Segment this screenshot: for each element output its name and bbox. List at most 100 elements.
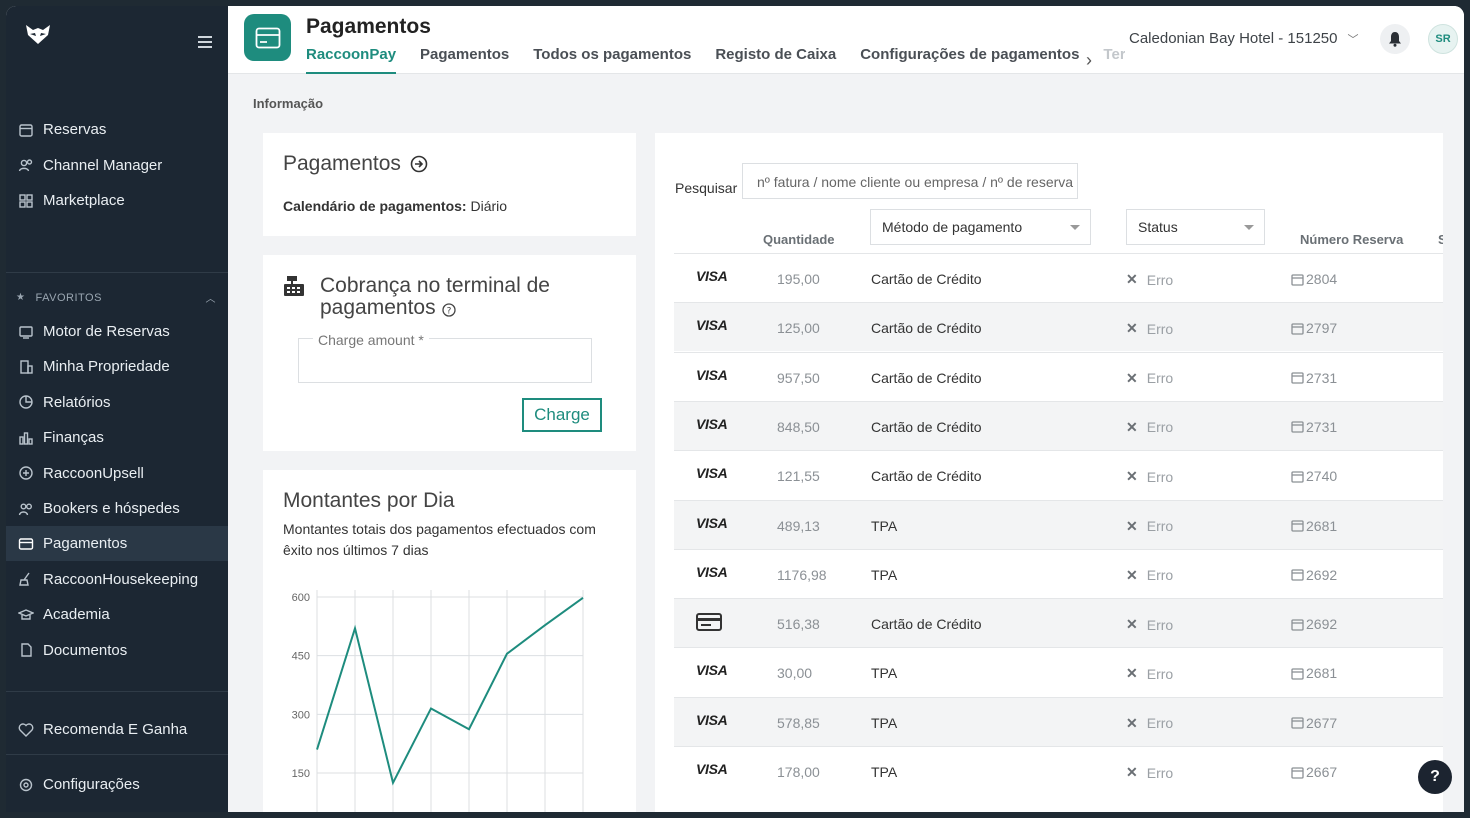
reservation-number: 2667 [1306, 764, 1338, 780]
charge-amount-field[interactable] [298, 338, 592, 383]
tab-raccoonpay[interactable]: RaccoonPay [306, 46, 397, 74]
search-label: Pesquisar [675, 180, 738, 196]
hotel-selector[interactable]: Caledonian Bay Hotel - 151250 ﹀ [1129, 30, 1358, 47]
reservation-cell[interactable]: 2681 [1291, 518, 1337, 534]
sidebar-item-label: RaccoonHousekeeping [43, 570, 199, 588]
status-text: Erro [1146, 271, 1174, 288]
calendar-label: Calendário de pagamentos: [283, 198, 467, 214]
method-cell: TPA [871, 665, 898, 682]
sidebar-item-academia[interactable]: Academia [6, 597, 228, 632]
sidebar-item-minha-propriedade[interactable]: Minha Propriedade [6, 349, 228, 384]
table-row[interactable]: VISA 578,85 TPA ✕ Erro 2677 [674, 696, 1443, 746]
error-x-icon: ✕ [1126, 320, 1138, 337]
tab-bar: RaccoonPay Pagamentos Todos os pagamento… [306, 46, 1135, 74]
amount-cell: 516,38 [777, 616, 820, 633]
status-text: Erro [1146, 518, 1174, 534]
sidebar-item-recommend[interactable]: Recomenda E Ganha [6, 712, 228, 747]
bar-chart-icon [17, 429, 35, 447]
error-x-icon: ✕ [1126, 271, 1138, 287]
reservation-cell[interactable]: 2681 [1291, 665, 1337, 681]
app-window: Reservas Channel Manager Marketplace ★ FAV… [6, 6, 1464, 812]
method-cell: Cartão de Crédito [871, 616, 982, 633]
reservation-cell[interactable]: 2667 [1291, 764, 1337, 780]
sidebar-item-pagamentos[interactable]: Pagamentos [6, 526, 228, 562]
table-row[interactable]: VISA 848,50 Cartão de Crédito ✕ Erro 2731 [674, 400, 1443, 450]
sidebar-item-label: Finanças [43, 429, 104, 447]
reservation-cell[interactable]: 2692 [1291, 567, 1337, 583]
table-row[interactable]: VISA 489,13 TPA ✕ Erro 2681 [674, 499, 1443, 549]
tab-pagamentos[interactable]: Pagamentos [420, 46, 510, 63]
header-amount[interactable]: Quantidade [763, 232, 835, 247]
sidebar-item-settings[interactable]: Configurações [6, 767, 228, 802]
sidebar-item-reservas[interactable]: Reservas [6, 112, 228, 147]
tab-truncated[interactable]: Ter [1103, 46, 1126, 63]
favorites-header[interactable]: ★ FAVORITOS ︿ [16, 290, 216, 306]
status-cell: ✕ Erro [1126, 271, 1173, 288]
table-row[interactable]: VISA 1176,98 TPA ✕ Erro 2692 [674, 548, 1443, 598]
chevron-down-icon: ﹀ [1347, 33, 1359, 46]
sidebar-item-label: Documentos [43, 641, 128, 659]
visa-brand-icon: VISA [696, 317, 728, 334]
table-row[interactable]: 516,38 Cartão de Crédito ✕ Erro 2692 [674, 598, 1443, 648]
sidebar-item-channel-manager[interactable]: Channel Manager [6, 148, 228, 183]
arrow-circle-right-icon[interactable] [410, 155, 428, 173]
daily-amounts-card: Montantes por Dia Montantes totais dos p… [263, 470, 636, 812]
calendar-small-icon [1291, 520, 1304, 532]
method-cell: Cartão de Crédito [871, 271, 982, 287]
visa-brand-icon: VISA [696, 711, 728, 728]
table-row[interactable]: VISA 121,55 Cartão de Crédito ✕ Erro 2740 [674, 450, 1443, 499]
header-truncated[interactable]: S [1438, 232, 1443, 247]
raccoon-logo[interactable] [24, 22, 52, 46]
help-circle-icon[interactable]: ? [441, 302, 456, 317]
card-title-line2: pagamentos [320, 296, 436, 319]
table-row[interactable]: VISA 957,50 Cartão de Crédito ✕ Erro 2731 [674, 351, 1443, 401]
header-reservation[interactable]: Número Reserva [1300, 232, 1404, 247]
sidebar-item-documentos[interactable]: Documentos [6, 633, 228, 668]
table-row[interactable]: VISA 125,00 Cartão de Crédito ✕ Erro 2797 [674, 302, 1443, 352]
sidebar-item-bookers-e-h-spedes[interactable]: Bookers e hóspedes [6, 491, 228, 526]
search-input[interactable]: nº fatura / nome cliente ou empresa / nº… [742, 163, 1078, 199]
sidebar-item-finan-as[interactable]: Finanças [6, 420, 228, 455]
tabs-scroll-right-icon[interactable]: › [1086, 50, 1092, 70]
reservation-cell[interactable]: 2692 [1291, 616, 1337, 632]
status-cell: ✕ Erro [1126, 370, 1173, 387]
users-icon [17, 156, 35, 174]
reservation-cell[interactable]: 2677 [1291, 715, 1337, 731]
daily-amounts-chart: 600 450 300 150 [292, 590, 584, 812]
menu-toggle-icon[interactable] [198, 36, 212, 48]
status-filter[interactable]: Status [1126, 209, 1265, 245]
method-cell: TPA [871, 566, 898, 583]
reservation-cell[interactable]: 2797 [1291, 320, 1337, 336]
sidebar-item-raccoonhousekeeping[interactable]: RaccoonHousekeeping [6, 562, 228, 597]
reservation-cell[interactable]: 2740 [1291, 468, 1337, 484]
status-text: Erro [1146, 616, 1174, 633]
broom-icon [17, 570, 35, 588]
payment-method-filter-label: Método de pagamento [882, 219, 1023, 235]
sidebar-item-relat-rios[interactable]: Relatórios [6, 385, 228, 420]
tab-configuracoes-pagamentos[interactable]: Configurações de pagamentos [860, 46, 1080, 63]
charge-button[interactable]: Charge [522, 398, 602, 432]
payment-method-filter[interactable]: Método de pagamento [870, 209, 1091, 245]
help-button[interactable]: ? [1418, 760, 1452, 794]
table-row[interactable]: VISA 195,00 Cartão de Crédito ✕ Erro 2804 [674, 253, 1443, 302]
reservation-number: 2731 [1306, 418, 1338, 435]
sidebar-item-marketplace[interactable]: Marketplace [6, 183, 228, 218]
table-row[interactable]: VISA 178,00 TPA ✕ Erro 2667 [674, 746, 1443, 795]
reservation-cell[interactable]: 2731 [1291, 370, 1337, 386]
tab-todos-os-pagamentos[interactable]: Todos os pagamentos [533, 46, 692, 63]
svg-text:?: ? [446, 306, 451, 316]
user-avatar[interactable]: SR [1428, 24, 1458, 54]
calendar-small-icon [1291, 766, 1304, 779]
sidebar-item-motor-de-reservas[interactable]: Motor de Reservas [6, 314, 228, 349]
table-row[interactable]: VISA 30,00 TPA ✕ Erro 2681 [674, 647, 1443, 696]
tab-registo-de-caixa[interactable]: Registo de Caixa [715, 46, 837, 63]
error-x-icon: ✕ [1126, 468, 1138, 485]
reservation-cell[interactable]: 2804 [1291, 271, 1337, 287]
sidebar-item-raccoonupsell[interactable]: RaccoonUpsell [6, 456, 228, 491]
reservation-cell[interactable]: 2731 [1291, 419, 1337, 435]
collapse-chevron-icon[interactable]: ︿ [205, 294, 216, 305]
error-x-icon: ✕ [1126, 764, 1138, 780]
visa-brand-icon: VISA [696, 662, 728, 679]
notifications-bell-icon[interactable] [1380, 24, 1410, 54]
calendar-small-icon [1291, 421, 1304, 434]
